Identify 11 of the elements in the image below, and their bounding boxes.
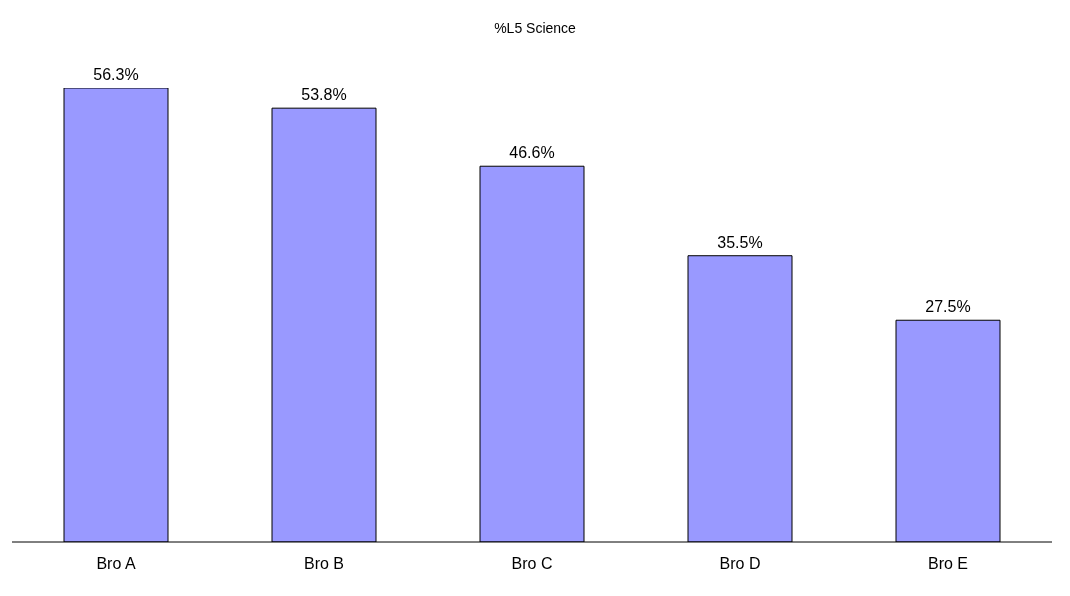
x-tick-label: Bro D [719,555,761,573]
data-label: 53.8% [301,86,347,104]
data-label: 35.5% [717,233,763,251]
x-tick-label: Bro E [927,555,969,573]
data-label: 56.3% [93,66,139,83]
x-tick-label: Bro B [303,555,345,573]
x-tick-label: Bro C [511,555,553,573]
x-tick-label: Bro A [96,555,136,573]
chart-title: %L5 Science [493,19,577,38]
data-label: 46.6% [509,144,555,162]
data-label: 27.5% [925,298,971,316]
